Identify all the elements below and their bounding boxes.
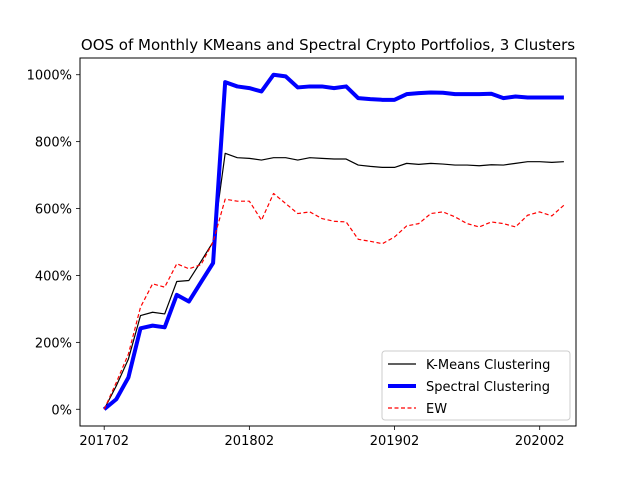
y-tick-label: 1000%: [27, 69, 72, 84]
chart-title: OOS of Monthly KMeans and Spectral Crypt…: [81, 36, 575, 54]
x-tick-label: 201702: [79, 434, 129, 449]
legend-label-2: EW: [426, 402, 447, 417]
legend-label-1: Spectral Clustering: [426, 380, 550, 395]
y-tick-label: 400%: [35, 269, 72, 284]
legend: K-Means Clustering Spectral Clustering EW: [381, 350, 571, 421]
series-line-1: [102, 72, 564, 411]
legend-label-0: K-Means Clustering: [426, 358, 550, 373]
y-tick-label: 200%: [35, 336, 72, 351]
plot-frame: [79, 57, 577, 427]
x-tick-label: 202002: [515, 434, 565, 449]
axis-ticks: 201702 201802 201902 202002 0% 200% 400% 600% 80…: [27, 69, 565, 449]
plot-lines: [102, 72, 565, 411]
y-tick-label: 800%: [35, 136, 72, 151]
y-tick-label: 600%: [35, 203, 72, 218]
series-line-0: [103, 152, 564, 410]
series-line-2: [103, 192, 565, 410]
y-tick-label: 0%: [51, 403, 72, 418]
x-tick-label: 201902: [370, 434, 420, 449]
legend-box: [381, 350, 571, 421]
x-tick-label: 201802: [225, 434, 275, 449]
